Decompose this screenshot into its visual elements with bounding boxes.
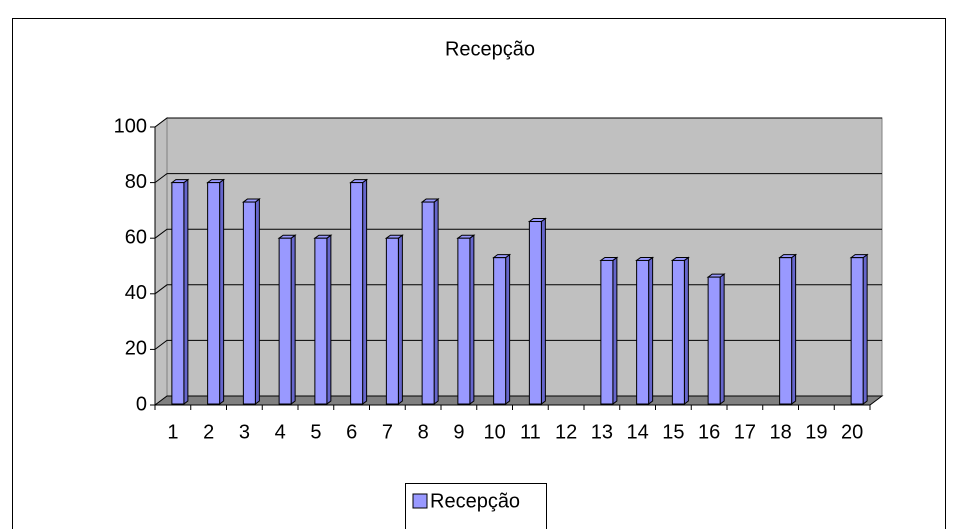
x-tick-label: 13 [591,421,613,443]
bar [600,259,614,405]
chart-title: Recepção [445,38,535,60]
bar-side [719,273,725,405]
bar [171,182,185,405]
x-tick-label: 11 [520,421,541,443]
x-tick-label: 2 [203,421,214,443]
x-tick-label: 15 [662,421,684,443]
back-wall [166,117,883,397]
bar-side [791,253,797,405]
y-tick-label: 20 [125,338,147,360]
bar-side [290,234,296,405]
x-tick-label: 12 [555,421,577,443]
bar-side [254,198,260,405]
bar-side [433,198,439,405]
x-tick-label: 20 [841,421,863,443]
x-tick-label: 10 [484,421,506,443]
y-tick-label: 100 [114,115,147,137]
bar [636,259,650,405]
bar [314,237,328,405]
grid-line [154,228,882,239]
legend-label: Recepção [430,490,520,512]
bar [421,201,435,405]
x-tick-label: 8 [418,421,429,443]
bar-side [505,253,511,405]
bar [457,237,471,405]
y-tick-label: 40 [125,282,147,304]
x-tick-label: 9 [453,421,464,443]
x-tick-label: 6 [346,421,357,443]
bar [350,182,364,405]
x-tick-label: 3 [239,421,250,443]
bar [242,201,256,405]
bar-side [326,234,332,405]
side-wall [154,117,168,406]
y-tick-label: 60 [125,226,147,248]
bar-side [540,217,546,405]
bar-side [862,253,868,405]
bar-side [362,178,368,405]
y-tick-label: 80 [125,171,147,193]
legend-swatch [412,493,428,509]
bar [850,257,864,405]
bar-side [183,178,189,405]
bar-side [612,256,618,405]
floor [153,395,884,406]
bar [385,237,399,405]
bar [278,237,292,405]
x-tick-label: 14 [627,421,649,443]
bar [493,257,507,405]
x-tick-label: 16 [698,421,720,443]
x-tick-label: 5 [310,421,321,443]
x-tick-label: 4 [275,421,286,443]
bar [779,257,793,405]
x-tick-label: 7 [382,421,393,443]
bar [207,182,221,405]
grid-line [154,173,882,184]
bar-side [397,234,403,405]
bar-side [219,178,225,405]
bar [671,259,685,405]
bar-side [648,256,654,405]
bar-side [683,256,689,405]
x-tick-label: 19 [805,421,827,443]
x-tick-label: 18 [770,421,792,443]
bar-side [469,234,475,405]
grid-line [154,117,882,128]
x-tick-label: 17 [734,421,756,443]
bar [707,276,721,405]
y-tick-label: 0 [136,393,147,415]
legend-box [405,483,547,529]
bar [528,221,542,405]
x-tick-label: 1 [167,421,178,443]
